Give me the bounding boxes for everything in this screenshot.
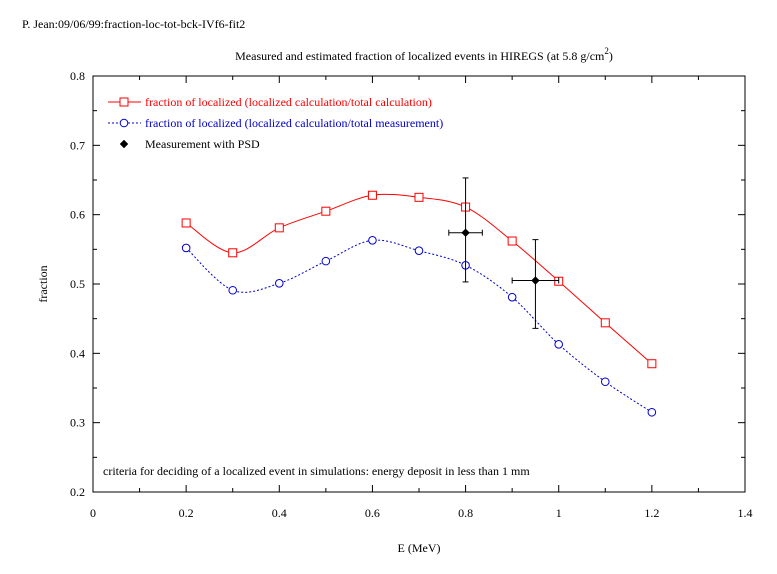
y-tick-label: 0.6 — [70, 208, 85, 222]
x-tick-label: 0.8 — [458, 506, 473, 520]
x-tick-label: 1 — [556, 506, 562, 520]
y-tick-label: 0.7 — [70, 138, 85, 152]
y-tick-label: 0.8 — [70, 69, 85, 83]
axes: 0 0.2 0.4 0.6 0.8 1 1.2 1.4 0.2 0.3 0.4 0.5 0.6 0.7 0.… — [70, 69, 753, 520]
legend-item-1: fraction of localized (localized calcula… — [108, 95, 432, 109]
x-tick-label: 1.2 — [644, 506, 659, 520]
chart-title-sup: 2 — [604, 46, 609, 56]
series-2-point — [554, 340, 564, 349]
x-tick-label: 0.2 — [179, 506, 194, 520]
series-1-point — [274, 223, 284, 233]
series-1-point — [647, 359, 657, 369]
legend-marker — [119, 97, 129, 107]
series-2-line — [185, 239, 653, 413]
series-1 — [181, 190, 657, 369]
series-2-point — [368, 236, 377, 245]
chart-title-main: Measured and estimated fraction of local… — [235, 49, 605, 63]
series-1-line — [185, 193, 653, 365]
series-2-point — [647, 407, 657, 417]
measurement-point — [531, 276, 540, 285]
y-tick-label: 0.5 — [70, 277, 85, 291]
header-tag: P. Jean:09/06/99:fraction-loc-tot-bck-IV… — [22, 17, 245, 31]
series-2-point — [507, 292, 517, 302]
legend-label: fraction of localized (localized calcula… — [145, 95, 432, 109]
x-tick-label: 1.4 — [738, 506, 753, 520]
legend-marker — [119, 118, 129, 128]
measurement-point — [461, 228, 470, 237]
legend-label: Measurement with PSD — [145, 137, 260, 151]
legend-item-2: fraction of localized (localized calcula… — [108, 116, 443, 130]
series-2-point — [181, 243, 191, 253]
measurement-series — [448, 177, 560, 329]
series-1-point — [181, 218, 191, 228]
y-axis-label: fraction — [36, 265, 50, 302]
series-1-point — [228, 248, 238, 258]
series-1-point — [600, 318, 610, 328]
annotation-criteria: criteria for deciding of a localized eve… — [103, 464, 530, 478]
x-tick-label: 0 — [90, 506, 96, 520]
series-2 — [181, 236, 657, 417]
series-2-point — [228, 285, 238, 295]
series-1-point — [321, 206, 331, 216]
series-1-point — [414, 192, 424, 202]
y-tick-label: 0.2 — [70, 485, 85, 499]
legend-marker — [119, 139, 129, 149]
series-1-point — [507, 236, 517, 246]
legend: fraction of localized (localized calcula… — [108, 95, 443, 151]
chart-title: Measured and estimated fraction of local… — [235, 46, 613, 63]
series-2-point — [321, 256, 331, 266]
series-2-point — [274, 279, 284, 288]
legend-item-3: Measurement with PSD — [119, 137, 260, 151]
x-axis-label: E (MeV) — [398, 541, 441, 555]
x-tick-label: 0.6 — [365, 506, 380, 520]
y-tick-label: 0.4 — [70, 346, 85, 360]
y-tick-label: 0.3 — [70, 416, 85, 430]
series-2-point — [600, 377, 610, 387]
series-1-point — [367, 190, 377, 200]
chart-title-end: ) — [609, 49, 613, 63]
series-layer — [181, 177, 657, 417]
series-2-point — [414, 246, 424, 256]
legend-label: fraction of localized (localized calcula… — [145, 116, 443, 130]
x-tick-label: 0.4 — [272, 506, 287, 520]
